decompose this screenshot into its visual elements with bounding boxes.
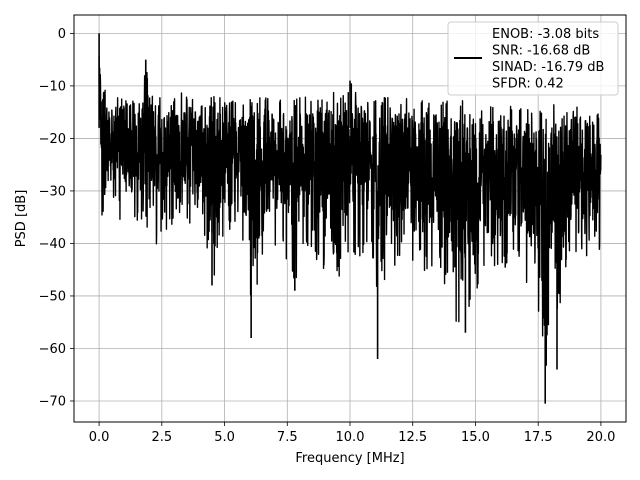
x-axis-label: Frequency [MHz] xyxy=(295,451,404,466)
x-tick-label: 10.0 xyxy=(336,430,365,445)
y-tick-label: −50 xyxy=(39,289,66,304)
legend-entry-sfdr: SFDR: 0.42 xyxy=(492,77,564,92)
psd-series-line xyxy=(98,56,602,366)
y-axis: 0 −10 −20 −30 −40 −50 −60 −70 xyxy=(39,27,74,409)
x-tick-label: 17.5 xyxy=(524,430,553,445)
y-tick-label: −10 xyxy=(39,79,66,94)
legend-entry-sinad: SINAD: -16.79 dB xyxy=(492,60,604,75)
y-tick-label: 0 xyxy=(58,27,66,42)
y-tick-label: −40 xyxy=(39,237,66,252)
y-tick-label: −30 xyxy=(39,184,66,199)
legend: ENOB: -3.08 bits SNR: -16.68 dB SINAD: -… xyxy=(447,21,619,96)
y-tick-label: −60 xyxy=(39,342,66,357)
x-tick-label: 20.0 xyxy=(586,430,615,445)
legend-entry-snr: SNR: -16.68 dB xyxy=(492,44,590,59)
x-axis: 0.0 2.5 5.0 7.5 10.0 12.5 15.0 17.5 20.0 xyxy=(89,422,615,445)
legend-entry-enob: ENOB: -3.08 bits xyxy=(492,27,599,42)
x-tick-label: 7.5 xyxy=(277,430,298,445)
x-tick-label: 2.5 xyxy=(151,430,172,445)
x-tick-label: 12.5 xyxy=(398,430,427,445)
x-tick-label: 0.0 xyxy=(89,430,110,445)
y-tick-label: −70 xyxy=(39,394,66,409)
legend-box xyxy=(447,21,619,96)
plot-area xyxy=(98,33,602,404)
x-tick-label: 15.0 xyxy=(461,430,490,445)
y-tick-label: −20 xyxy=(39,132,66,147)
x-tick-label: 5.0 xyxy=(214,430,235,445)
y-axis-label: PSD [dB] xyxy=(14,190,29,248)
